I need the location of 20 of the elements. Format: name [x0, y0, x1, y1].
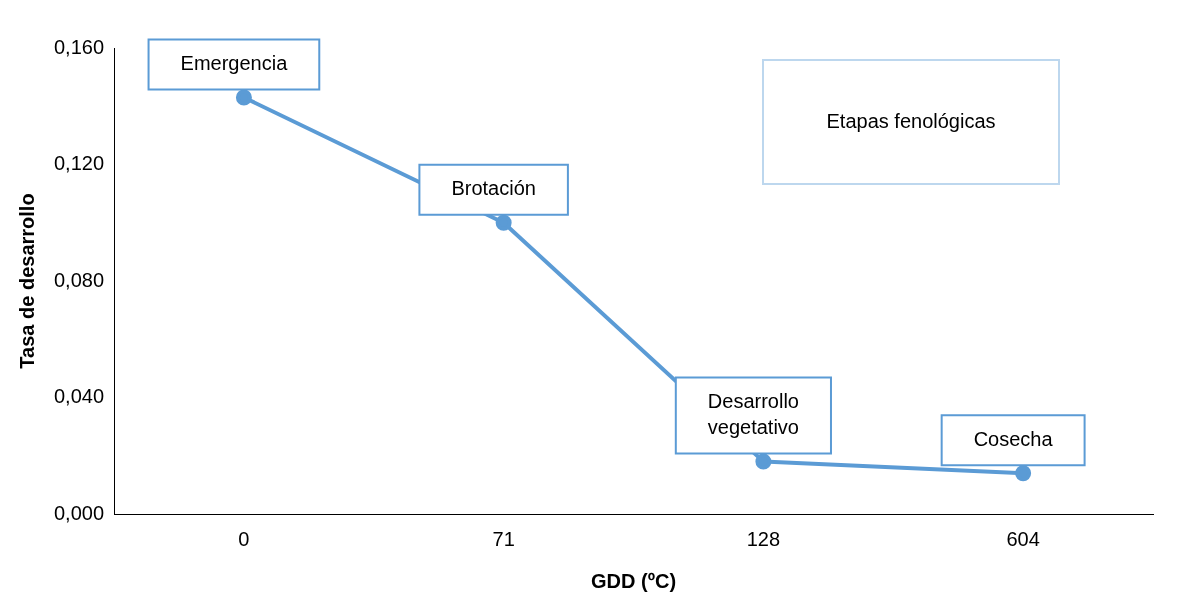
point	[495, 214, 512, 231]
x-axis-title: GDD (ºC)	[590, 569, 677, 592]
y-tick-label: 0,120	[53, 152, 105, 175]
y-tick-label: 0,160	[53, 35, 105, 58]
x-tick-label: 71	[492, 527, 515, 550]
annotation: Brotación	[451, 177, 536, 200]
y-tick-label: 0,000	[53, 501, 105, 524]
annotation: Cosecha	[973, 427, 1054, 450]
y-axis-title: Tasa de desarrollo	[15, 193, 38, 369]
y-tick-label: 0,080	[53, 268, 105, 291]
annotation: Etapas fenológicas	[826, 109, 996, 132]
point	[1015, 465, 1032, 482]
annotation: Desarrollo vegetativo	[707, 390, 799, 439]
x-tick-label: 128	[746, 527, 781, 550]
y-tick-label: 0,040	[53, 385, 105, 408]
x-tick-label: 0	[238, 527, 250, 550]
point	[235, 89, 252, 106]
x-tick-label: 604	[1006, 527, 1040, 550]
point	[755, 453, 772, 470]
annotation: Emergencia	[180, 52, 289, 75]
